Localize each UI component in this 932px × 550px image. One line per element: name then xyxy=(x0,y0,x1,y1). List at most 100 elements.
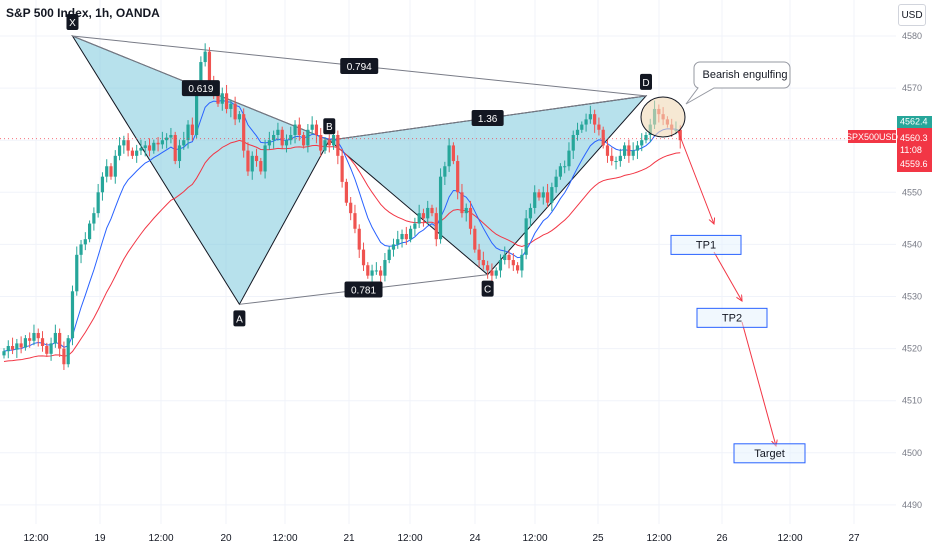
callout-text: Bearish engulfing xyxy=(702,69,787,81)
currency-button[interactable]: USD xyxy=(898,4,926,26)
point-label-box xyxy=(640,73,652,90)
time-tick-label: 26 xyxy=(716,533,728,544)
candle-body xyxy=(550,187,554,203)
target-label: Target xyxy=(754,448,785,460)
candle-body xyxy=(387,249,391,261)
candle-body xyxy=(391,244,396,250)
price-tick-label: 4490 xyxy=(902,500,922,510)
countdown-label: 11:08 xyxy=(900,145,922,155)
candle-body xyxy=(272,134,276,141)
candle-body xyxy=(88,223,92,240)
candle-body xyxy=(284,140,289,146)
annotations: X A B C D 0.619 0.794 0.781 1.36 Bearish engulfin… xyxy=(0,14,896,464)
candle-body xyxy=(443,166,447,177)
ratio-label: 0.619 xyxy=(188,84,213,95)
candle-body xyxy=(323,140,327,151)
candle-body xyxy=(558,166,562,177)
ratio-label-box xyxy=(181,80,220,97)
time-tick-label: 25 xyxy=(592,533,604,544)
time-tick-label: 12:00 xyxy=(397,533,422,544)
time-tick-label: 21 xyxy=(343,533,355,544)
candle-body xyxy=(130,150,134,156)
candle-body xyxy=(45,345,49,354)
candle-body xyxy=(456,161,460,193)
candle-body xyxy=(122,140,126,146)
point-label-box xyxy=(66,14,79,30)
candle-body xyxy=(190,124,194,135)
candle-body xyxy=(618,155,622,162)
candle-body xyxy=(494,270,498,276)
candle-body xyxy=(361,249,366,266)
price-tick-label: 4500 xyxy=(902,448,922,458)
candle-body xyxy=(430,207,434,214)
candle-body xyxy=(147,145,152,151)
price-tick-label: 4550 xyxy=(902,187,922,197)
candle-body xyxy=(203,51,207,63)
candle-body xyxy=(567,150,571,167)
ratio-label-box xyxy=(344,281,383,298)
candle-body xyxy=(113,155,117,177)
price-axis[interactable]: 4490450045104520453045404550456045704580… xyxy=(846,0,932,550)
point-label-d: D xyxy=(642,78,649,89)
candle-body xyxy=(126,140,130,151)
price-tick-label: 4540 xyxy=(902,239,922,249)
candle-body xyxy=(331,134,336,146)
candle-body xyxy=(623,145,627,156)
candle-body xyxy=(545,192,550,203)
candle-body xyxy=(143,145,147,149)
candle-body xyxy=(199,62,203,89)
ratio-label: 0.781 xyxy=(351,285,376,296)
candle-body xyxy=(314,124,319,135)
candle-body xyxy=(464,207,468,214)
candle-body xyxy=(541,192,545,198)
time-axis[interactable]: 12:00 19 12:00 20 12:00 21 12:00 24 12:00 25 12:00… xyxy=(0,524,932,550)
candle-body xyxy=(374,270,378,272)
candle-body xyxy=(58,332,62,349)
candle-body xyxy=(139,148,143,151)
candle-body xyxy=(66,338,70,365)
candle-body xyxy=(516,265,520,271)
candle-body xyxy=(627,145,631,156)
price-tick-label: 4580 xyxy=(902,31,922,41)
candle-body xyxy=(229,103,233,109)
candles xyxy=(2,43,682,370)
candle-body xyxy=(537,192,541,198)
candle-body xyxy=(280,129,284,146)
candle-body xyxy=(310,124,314,130)
time-tick-label: 12:00 xyxy=(777,533,802,544)
candle-body xyxy=(400,233,404,240)
candle-body xyxy=(434,213,438,240)
candle-body xyxy=(571,134,575,151)
candle-body xyxy=(177,145,182,162)
last-low-label: 4559.6 xyxy=(900,159,928,169)
candle-body xyxy=(100,176,105,193)
candle-body xyxy=(297,124,301,135)
candle-body xyxy=(75,254,79,292)
time-tick-label: 12:00 xyxy=(646,533,671,544)
chart-title: S&P 500 Index, 1h, OANDA xyxy=(6,6,160,20)
point-label-box xyxy=(323,118,336,135)
price-tick-label: 4570 xyxy=(902,83,922,93)
candle-body xyxy=(417,213,421,224)
candle-body xyxy=(83,239,87,245)
candle-body xyxy=(631,150,635,156)
symbol-label: SPX500USD xyxy=(846,132,899,142)
candle-body xyxy=(237,114,241,120)
candle-body xyxy=(575,129,580,135)
time-tick-label: 12:00 xyxy=(272,533,297,544)
candle-body xyxy=(520,254,524,271)
candle-body xyxy=(165,137,169,141)
candle-body xyxy=(366,265,370,276)
target-label: TP2 xyxy=(722,312,742,324)
ratio-label: 1.36 xyxy=(478,114,498,125)
candle-body xyxy=(36,332,40,339)
close-price-label: 4560.3 xyxy=(900,133,928,143)
candle-body xyxy=(438,176,443,240)
candle-body xyxy=(605,145,610,156)
candle-body xyxy=(507,254,511,261)
candle-body xyxy=(28,338,32,341)
candle-body xyxy=(246,150,250,172)
price-tick-label: 4520 xyxy=(902,344,922,354)
candle-body xyxy=(117,145,122,156)
